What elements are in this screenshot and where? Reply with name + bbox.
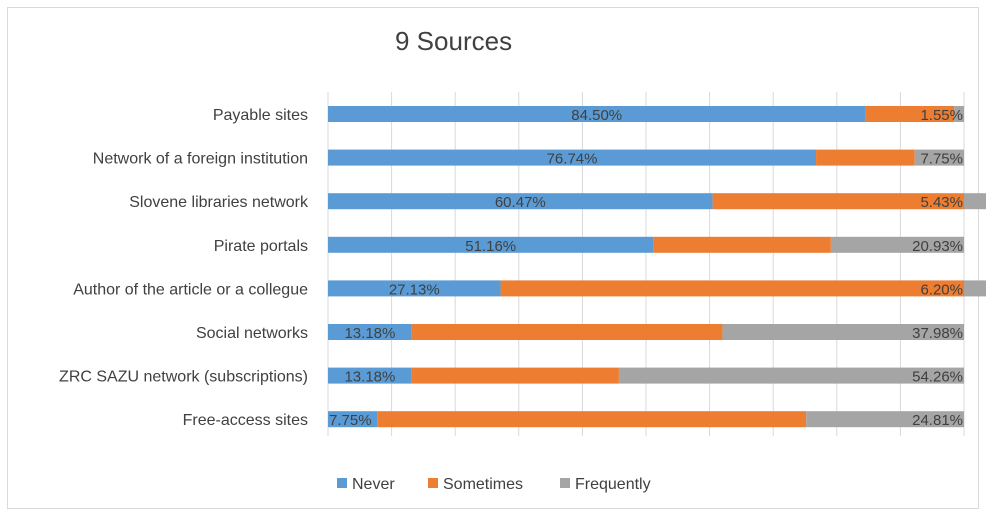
data-label: 54.26% [912, 369, 963, 386]
category-label: Author of the article or a collegue [73, 281, 308, 298]
legend-swatch-never [337, 478, 347, 488]
data-label: 7.75% [920, 151, 963, 168]
bar-segment-sometimes [411, 367, 619, 384]
bar-segment-sometimes [411, 324, 723, 340]
gridlines [327, 92, 965, 436]
data-label: 6.20% [920, 281, 963, 298]
legend: Never Sometimes Frequently [337, 476, 651, 493]
data-label: 60.47% [495, 194, 546, 211]
category-labels: Payable sites Network of a foreign instit… [59, 107, 309, 429]
category-label: Payable sites [213, 107, 308, 124]
legend-swatch-frequently [560, 478, 570, 488]
data-label: 37.98% [912, 325, 963, 342]
bar-segment-never [328, 367, 412, 384]
bar-segment-never [328, 106, 866, 122]
data-label: 24.81% [912, 412, 963, 429]
legend-label: Sometimes [443, 476, 523, 493]
bar-segment-never [328, 280, 501, 297]
bar-segment-sometimes [816, 149, 915, 166]
bar-segment-never [328, 149, 817, 166]
bar-segment-frequently [830, 236, 964, 253]
bars [328, 106, 986, 428]
data-label: 5.43% [920, 194, 963, 211]
bar-segment-never [328, 193, 713, 210]
legend-label: Frequently [575, 476, 651, 493]
category-label: Free-access sites [183, 412, 308, 429]
data-label: 20.93% [912, 238, 963, 255]
data-label: 13.18% [344, 369, 395, 386]
bar-segment-never [328, 324, 412, 340]
data-label: 27.13% [389, 281, 440, 298]
bar-segment-never [328, 236, 654, 253]
bar-segment-frequently [618, 367, 964, 384]
bar-segment-frequently [722, 324, 964, 340]
bar-segment-frequently [806, 411, 964, 428]
category-label: ZRC SAZU network (subscriptions) [59, 369, 308, 386]
category-label: Pirate portals [214, 238, 308, 255]
bar-segment-sometimes [500, 280, 964, 297]
category-label: Social networks [196, 325, 308, 342]
bar-segment-sometimes [712, 193, 964, 210]
data-label: 84.50% [571, 107, 622, 124]
bar-segment-sometimes [865, 106, 955, 122]
bar-segment-sometimes [653, 236, 831, 253]
data-labels: 84.50% 1.55% 76.74% 7.75% 60.47% 5.43% 51.16% 2… [329, 107, 963, 429]
bar-segment-never [328, 411, 378, 428]
category-label: Slovene libraries network [129, 194, 309, 211]
chart-title: 9 Sources [395, 26, 513, 56]
bar-segment-sometimes [377, 411, 807, 428]
data-label: 7.75% [329, 412, 372, 429]
data-label: 13.18% [344, 325, 395, 342]
bar-segment-frequently [954, 106, 964, 122]
category-label: Network of a foreign institution [93, 151, 308, 168]
bar-segment-frequently [964, 193, 986, 210]
data-label: 1.55% [920, 107, 963, 124]
bar-segment-frequently [914, 149, 964, 166]
legend-swatch-sometimes [428, 478, 438, 488]
data-label: 76.74% [547, 151, 598, 168]
data-label: 51.16% [465, 238, 516, 255]
legend-label: Never [352, 476, 395, 493]
bar-segment-frequently [964, 280, 986, 297]
